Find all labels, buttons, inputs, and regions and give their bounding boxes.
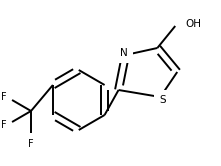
Text: S: S bbox=[159, 95, 166, 105]
Text: N: N bbox=[120, 48, 127, 58]
Text: F: F bbox=[28, 139, 34, 149]
Text: F: F bbox=[1, 92, 7, 102]
Text: F: F bbox=[1, 120, 7, 130]
Text: OH: OH bbox=[185, 19, 201, 29]
